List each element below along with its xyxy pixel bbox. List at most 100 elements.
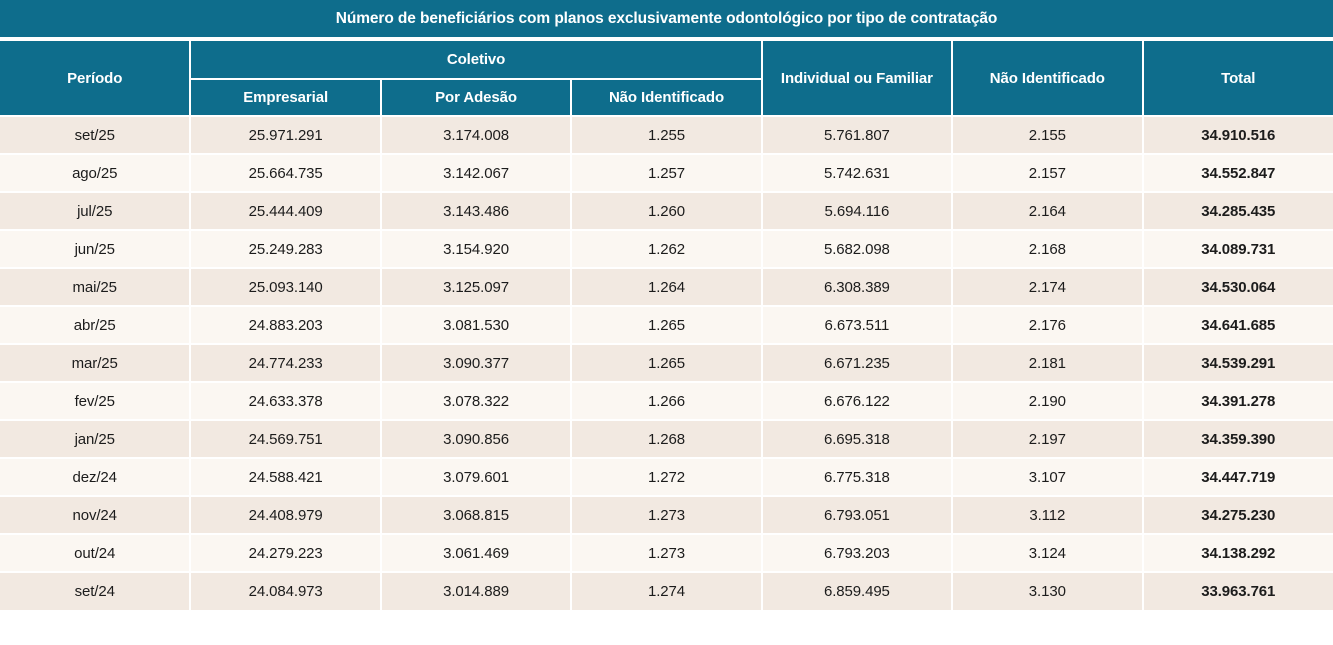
cell-por-adesao: 3.090.377 <box>379 343 573 383</box>
cell-empresarial: 24.084.973 <box>189 571 382 610</box>
cell-nao-identificado-coletivo: 1.272 <box>570 457 763 497</box>
cell-individual-ou-familiar: 6.676.122 <box>760 381 954 421</box>
cell-periodo: fev/25 <box>0 381 192 421</box>
cell-por-adesao: 3.061.469 <box>379 533 573 573</box>
cell-por-adesao: 3.174.008 <box>379 115 573 155</box>
cell-empresarial: 24.408.979 <box>189 495 382 535</box>
cell-periodo: nov/24 <box>0 495 192 535</box>
cell-individual-ou-familiar: 5.682.098 <box>760 229 954 269</box>
cell-nao-identificado: 3.124 <box>951 533 1144 573</box>
cell-periodo: jun/25 <box>0 229 192 269</box>
cell-individual-ou-familiar: 6.671.235 <box>760 343 954 383</box>
cell-individual-ou-familiar: 6.859.495 <box>760 571 954 610</box>
table-header: Período Coletivo Individual ou Familiar … <box>0 41 1333 117</box>
table-row: abr/25 24.883.203 3.081.530 1.265 6.673.… <box>0 305 1333 345</box>
table-body: set/25 25.971.291 3.174.008 1.255 5.761.… <box>0 115 1333 610</box>
cell-por-adesao: 3.090.856 <box>379 419 573 459</box>
cell-nao-identificado: 2.181 <box>951 343 1144 383</box>
col-header-nao-identificado: Não Identificado <box>951 41 1144 117</box>
cell-por-adesao: 3.125.097 <box>379 267 573 307</box>
col-header-total: Total <box>1141 41 1333 117</box>
cell-total: 34.641.685 <box>1141 305 1333 345</box>
cell-nao-identificado: 2.174 <box>951 267 1144 307</box>
cell-empresarial: 25.444.409 <box>189 191 382 231</box>
cell-periodo: ago/25 <box>0 153 192 193</box>
cell-individual-ou-familiar: 5.761.807 <box>760 115 954 155</box>
cell-nao-identificado-coletivo: 1.260 <box>570 191 763 231</box>
cell-nao-identificado: 3.107 <box>951 457 1144 497</box>
col-header-empresarial: Empresarial <box>190 78 382 117</box>
cell-empresarial: 24.633.378 <box>189 381 382 421</box>
cell-total: 34.285.435 <box>1141 191 1333 231</box>
cell-nao-identificado-coletivo: 1.273 <box>570 533 763 573</box>
cell-total: 34.275.230 <box>1141 495 1333 535</box>
cell-individual-ou-familiar: 6.793.203 <box>760 533 954 573</box>
table-row: dez/24 24.588.421 3.079.601 1.272 6.775.… <box>0 457 1333 497</box>
cell-periodo: abr/25 <box>0 305 192 345</box>
cell-nao-identificado-coletivo: 1.268 <box>570 419 763 459</box>
cell-nao-identificado: 2.197 <box>951 419 1144 459</box>
cell-empresarial: 24.774.233 <box>189 343 382 383</box>
cell-nao-identificado: 3.130 <box>951 571 1144 610</box>
col-header-coletivo-group: Coletivo <box>189 41 763 80</box>
cell-periodo: set/24 <box>0 571 192 610</box>
cell-periodo: out/24 <box>0 533 192 573</box>
cell-por-adesao: 3.081.530 <box>379 305 573 345</box>
cell-empresarial: 24.588.421 <box>189 457 382 497</box>
cell-individual-ou-familiar: 6.673.511 <box>760 305 954 345</box>
cell-empresarial: 25.093.140 <box>189 267 382 307</box>
cell-total: 34.530.064 <box>1141 267 1333 307</box>
header-row-coletivo-sub: Empresarial Por Adesão Não Identificado <box>0 78 1333 117</box>
cell-nao-identificado: 2.164 <box>951 191 1144 231</box>
cell-por-adesao: 3.078.322 <box>379 381 573 421</box>
cell-nao-identificado: 2.155 <box>951 115 1144 155</box>
cell-total: 34.138.292 <box>1141 533 1333 573</box>
cell-nao-identificado-coletivo: 1.273 <box>570 495 763 535</box>
table-row: jun/25 25.249.283 3.154.920 1.262 5.682.… <box>0 229 1333 269</box>
col-header-por-adesao: Por Adesão <box>379 78 573 117</box>
cell-empresarial: 25.971.291 <box>189 115 382 155</box>
cell-total: 34.447.719 <box>1141 457 1333 497</box>
col-header-periodo: Período <box>0 41 192 117</box>
cell-periodo: mar/25 <box>0 343 192 383</box>
cell-empresarial: 24.569.751 <box>189 419 382 459</box>
cell-por-adesao: 3.068.815 <box>379 495 573 535</box>
cell-empresarial: 24.279.223 <box>189 533 382 573</box>
cell-nao-identificado: 3.112 <box>951 495 1144 535</box>
cell-por-adesao: 3.143.486 <box>379 191 573 231</box>
table-row: ago/25 25.664.735 3.142.067 1.257 5.742.… <box>0 153 1333 193</box>
cell-individual-ou-familiar: 6.308.389 <box>760 267 954 307</box>
cell-periodo: dez/24 <box>0 457 192 497</box>
page-title-bar: Número de beneficiários com planos exclu… <box>0 0 1333 37</box>
cell-nao-identificado-coletivo: 1.264 <box>570 267 763 307</box>
table-row: mai/25 25.093.140 3.125.097 1.264 6.308.… <box>0 267 1333 307</box>
cell-por-adesao: 3.154.920 <box>379 229 573 269</box>
table-row: out/24 24.279.223 3.061.469 1.273 6.793.… <box>0 533 1333 573</box>
cell-individual-ou-familiar: 5.742.631 <box>760 153 954 193</box>
table-row: mar/25 24.774.233 3.090.377 1.265 6.671.… <box>0 343 1333 383</box>
cell-nao-identificado: 2.190 <box>951 381 1144 421</box>
cell-periodo: jan/25 <box>0 419 192 459</box>
cell-empresarial: 25.249.283 <box>189 229 382 269</box>
cell-periodo: mai/25 <box>0 267 192 307</box>
header-row-groups: Período Coletivo Individual ou Familiar … <box>0 41 1333 117</box>
cell-nao-identificado-coletivo: 1.257 <box>570 153 763 193</box>
table-row: fev/25 24.633.378 3.078.322 1.266 6.676.… <box>0 381 1333 421</box>
cell-nao-identificado-coletivo: 1.266 <box>570 381 763 421</box>
table-row: nov/24 24.408.979 3.068.815 1.273 6.793.… <box>0 495 1333 535</box>
cell-empresarial: 24.883.203 <box>189 305 382 345</box>
cell-nao-identificado-coletivo: 1.262 <box>570 229 763 269</box>
cell-total: 34.539.291 <box>1141 343 1333 383</box>
cell-total: 34.359.390 <box>1141 419 1333 459</box>
table-row: jan/25 24.569.751 3.090.856 1.268 6.695.… <box>0 419 1333 459</box>
cell-individual-ou-familiar: 6.793.051 <box>760 495 954 535</box>
cell-total: 34.391.278 <box>1141 381 1333 421</box>
cell-por-adesao: 3.014.889 <box>379 571 573 610</box>
cell-total: 34.089.731 <box>1141 229 1333 269</box>
col-header-nao-identificado-coletivo: Não Identificado <box>570 78 762 117</box>
cell-por-adesao: 3.142.067 <box>379 153 573 193</box>
cell-nao-identificado: 2.168 <box>951 229 1144 269</box>
col-header-individual-ou-familiar: Individual ou Familiar <box>760 41 954 117</box>
cell-total: 34.910.516 <box>1141 115 1333 155</box>
cell-total: 34.552.847 <box>1141 153 1333 193</box>
